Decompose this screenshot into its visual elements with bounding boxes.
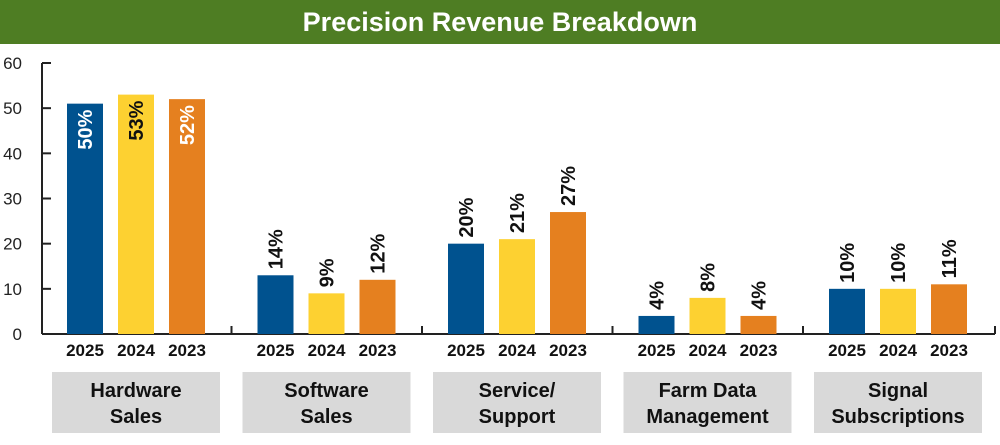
data-label: 10% (837, 243, 859, 283)
category-label-line1: Hardware (90, 380, 181, 402)
bar-2024 (118, 94, 154, 334)
bar-2025 (638, 315, 675, 334)
bar-2023 (550, 212, 586, 334)
year-label: 2023 (930, 341, 968, 360)
data-label: 53% (126, 100, 148, 140)
bar-2023 (931, 284, 967, 334)
category-box (52, 372, 220, 433)
y-tick-label: 20 (3, 235, 22, 254)
category-box (814, 372, 982, 433)
year-label: 2024 (308, 341, 346, 360)
bar-2025 (67, 103, 103, 335)
category-label-line1: Farm Data (659, 380, 758, 402)
data-label: 27% (558, 166, 580, 206)
category-label-line2: Sales (300, 406, 352, 428)
category-label-line1: Software (284, 380, 368, 402)
data-label: 4% (749, 281, 771, 310)
year-label: 2025 (66, 341, 104, 360)
category-label-line2: Management (646, 406, 769, 428)
category-label-line2: Support (479, 406, 556, 428)
category-box (433, 372, 601, 433)
year-label: 2023 (168, 341, 206, 360)
year-label: 2024 (689, 341, 727, 360)
data-label: 11% (939, 239, 961, 278)
data-label: 8% (698, 263, 720, 292)
y-tick-label: 10 (3, 280, 22, 299)
category-box (242, 372, 411, 433)
bar-2024 (499, 239, 535, 334)
y-tick-label: 30 (3, 190, 22, 209)
data-label: 14% (266, 229, 288, 269)
data-label: 52% (177, 105, 199, 145)
year-label: 2025 (638, 341, 676, 360)
bar-2024 (880, 288, 916, 334)
category-label-line2: Subscriptions (831, 406, 964, 428)
data-label: 4% (647, 281, 669, 310)
bar-2024 (308, 293, 345, 334)
year-label: 2023 (549, 341, 587, 360)
category-box (623, 372, 792, 433)
category-label-line2: Sales (110, 406, 162, 428)
year-label: 2023 (740, 341, 778, 360)
data-label: 21% (507, 193, 529, 233)
bar-2023 (359, 279, 396, 334)
data-label: 9% (317, 258, 339, 287)
data-label: 10% (888, 243, 910, 283)
year-label: 2023 (359, 341, 397, 360)
year-label: 2025 (828, 341, 866, 360)
y-tick-label: 60 (3, 54, 22, 73)
bar-2025 (448, 243, 484, 334)
data-label: 12% (368, 234, 390, 274)
bar-2025 (829, 288, 865, 334)
bar-2024 (689, 297, 726, 334)
category-label-line1: Signal (868, 380, 928, 402)
chart-title: Precision Revenue Breakdown (0, 0, 1000, 44)
data-label: 20% (456, 197, 478, 237)
category-label-line1: Service/ (479, 380, 556, 402)
y-tick-label: 40 (3, 144, 22, 163)
data-label: 50% (75, 109, 97, 149)
bar-2023 (740, 315, 777, 334)
year-label: 2024 (879, 341, 917, 360)
year-label: 2024 (498, 341, 536, 360)
y-tick-label: 0 (13, 325, 22, 344)
bar-2025 (257, 275, 294, 334)
y-tick-label: 50 (3, 99, 22, 118)
year-label: 2025 (257, 341, 295, 360)
year-label: 2024 (117, 341, 155, 360)
year-label: 2025 (447, 341, 485, 360)
bar-2023 (169, 99, 205, 334)
